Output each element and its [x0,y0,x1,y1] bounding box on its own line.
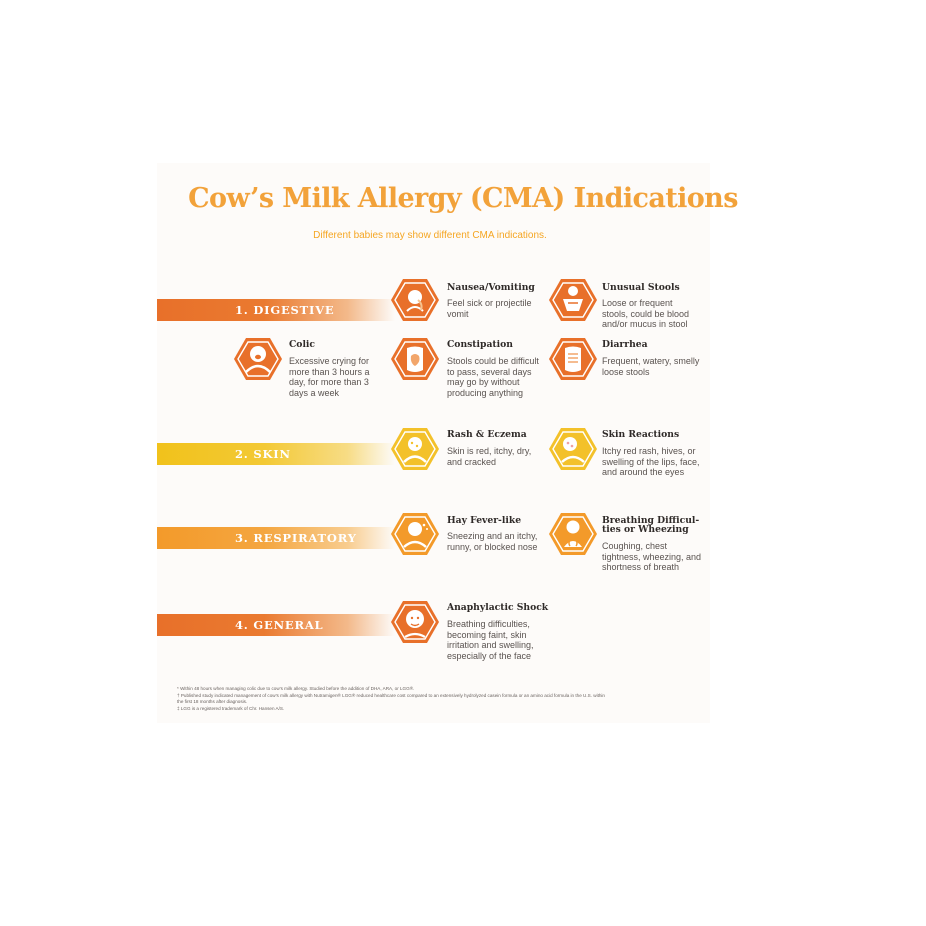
item-title: Hay Fever-like [447,515,522,526]
section-band-respiratory: 3. RESPIRATORY [157,527,395,549]
item-title: Constipation [447,339,513,350]
rash-baby-icon [390,426,440,472]
section-band-skin: 2. SKIN [157,443,395,465]
item-title: Rash & Eczema [447,429,527,440]
item-description: Itchy red rash, hives, or swelling of th… [602,446,700,477]
item-description: Frequent, watery, smelly loose stools [602,356,700,377]
diaper-icon [548,277,598,323]
section-band-general: 4. GENERAL [157,614,395,636]
item-title: Diarrhea [602,339,648,350]
item-description: Skin is red, itchy, dry, and cracked [447,446,532,467]
item-description: Feel sick or projectile vomit [447,298,532,319]
item-description: Stools could be difficult to pass, sever… [447,356,539,398]
footnote: † Published study indicated management o… [177,693,605,698]
section-band-digestive: 1. DIGESTIVE [157,299,395,321]
intestine-icon [548,336,598,382]
item-title: Breathing Difficul- ties or Wheezing [602,515,700,535]
sneezing-baby-icon [390,511,440,557]
footnote: * Within 48 hours when managing colic du… [177,686,415,691]
item-description: Excessive crying for more than 3 hours a… [289,356,370,398]
item-title: Nausea/Vomiting [447,282,535,293]
item-description: Loose or frequent stools, could be blood… [602,298,690,329]
item-title: Anaphylactic Shock [447,602,549,613]
page-title: Cow’s Milk Allergy (CMA) Indications [188,183,738,214]
section-label: 4. GENERAL [235,618,324,632]
stomach-icon [390,336,440,382]
item-description: Sneezing and an itchy, runny, or blocked… [447,531,538,552]
item-description: Coughing, chest tightness, wheezing, and… [602,541,702,572]
item-title: Colic [289,339,316,350]
footnote: the first 18 months after diagnosis. [177,699,248,704]
crying-baby-icon [233,336,283,382]
swollen-face-icon [390,599,440,645]
vomiting-baby-icon [390,277,440,323]
footnote: ‡ LGG is a registered trademark of Chr. … [177,706,285,711]
lungs-baby-icon [548,511,598,557]
section-label: 3. RESPIRATORY [235,531,357,545]
section-label: 2. SKIN [235,447,291,461]
section-label: 1. DIGESTIVE [235,303,335,317]
item-description: Breathing difficulties, becoming faint, … [447,619,534,661]
face-hives-icon [548,426,598,472]
page-subtitle: Different babies may show different CMA … [313,230,547,241]
item-title: Unusual Stools [602,282,680,293]
item-title: Skin Reactions [602,429,680,440]
